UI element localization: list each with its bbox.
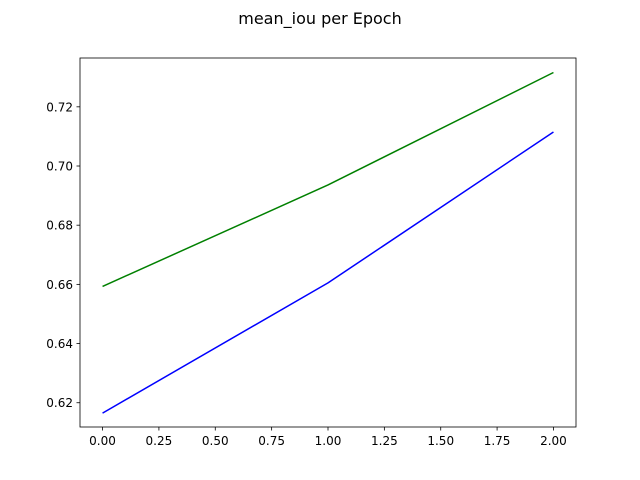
x-tick-label: 0.00	[89, 434, 116, 448]
y-tick-label: 0.68	[46, 219, 73, 233]
x-tick-label: 0.25	[146, 434, 173, 448]
x-tick-label: 1.50	[427, 434, 454, 448]
y-tick-label: 0.66	[46, 278, 73, 292]
plot-area: 0.00 0.25 0.50 0.75 1.00 1.25 1.50 1.75 2.00 0.62…	[46, 57, 577, 448]
y-tick-label: 0.62	[46, 396, 73, 410]
y-tick-label: 0.72	[46, 100, 73, 114]
y-tick-label: 0.64	[46, 337, 73, 351]
x-tick-label: 1.25	[371, 434, 398, 448]
x-tick-label: 2.00	[540, 434, 567, 448]
series-line-2	[102, 71, 554, 288]
y-tick-label: 0.70	[46, 160, 73, 174]
x-tick-label: 0.50	[202, 434, 229, 448]
x-tick-label: 0.75	[258, 434, 285, 448]
series-line-1	[102, 131, 554, 414]
x-tick-label: 1.00	[315, 434, 342, 448]
x-tick-label: 1.75	[484, 434, 511, 448]
chart-title: mean_iou per Epoch	[238, 9, 402, 29]
